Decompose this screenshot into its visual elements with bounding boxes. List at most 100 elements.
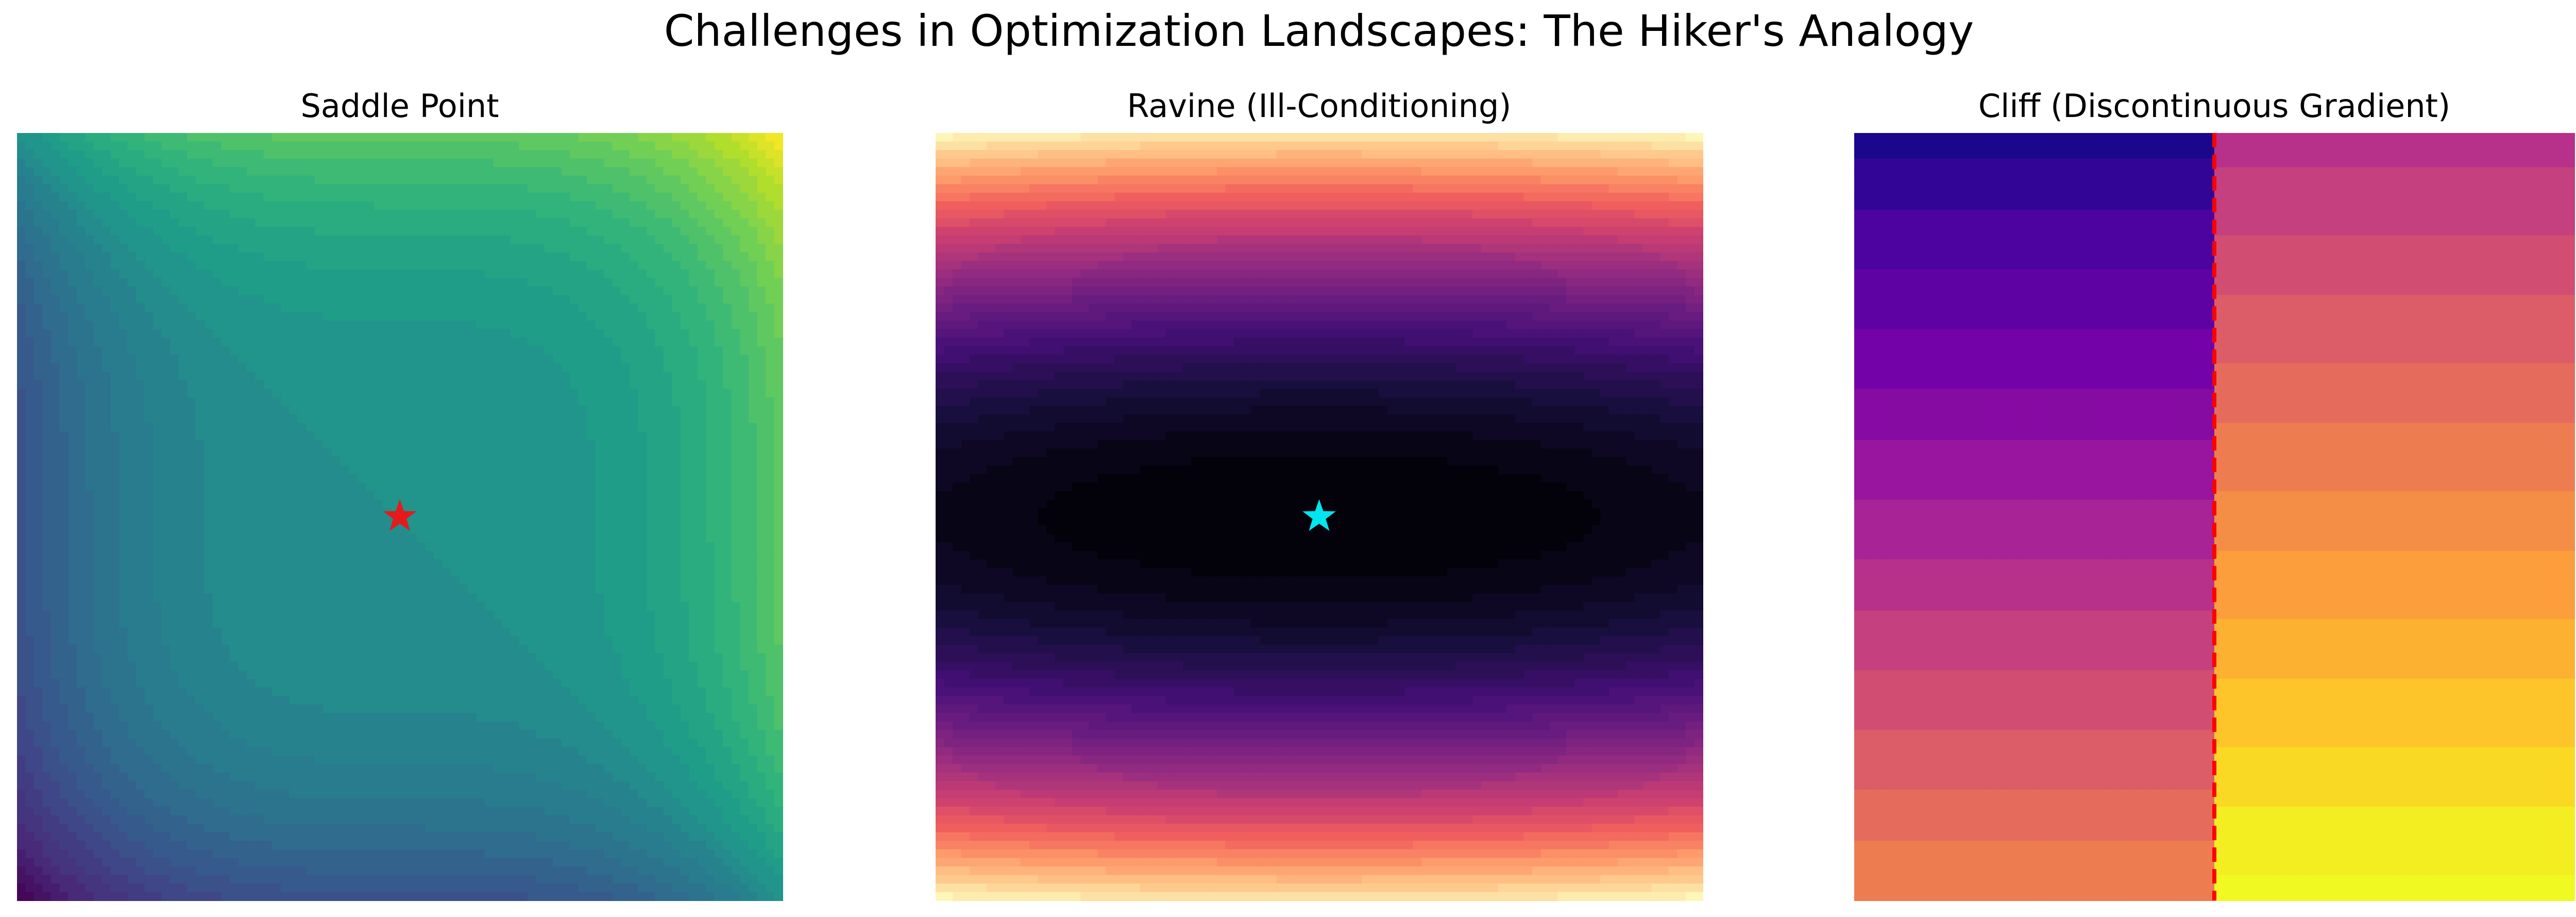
contour-cell (51, 150, 60, 159)
contour-cell (26, 739, 35, 748)
contour-cell (26, 389, 35, 398)
contour-cell (17, 508, 26, 518)
contour-cell (34, 687, 43, 696)
contour-cell (77, 696, 86, 705)
contour-cell (128, 142, 137, 151)
contour-cell (119, 841, 128, 850)
contour-cell (51, 517, 60, 526)
contour-cell (94, 457, 103, 466)
contour-cell (102, 883, 111, 893)
contour-cell (26, 227, 35, 236)
contour-cell (102, 201, 111, 210)
contour-cell (128, 824, 137, 833)
contour-cell (68, 236, 77, 245)
contour-cell (17, 218, 26, 227)
contour-cell (136, 278, 145, 287)
contour-cell (85, 824, 94, 833)
contour-cell (17, 670, 26, 679)
contour-cell (94, 807, 103, 816)
contour-cell (17, 722, 26, 731)
contour-cell (94, 304, 103, 313)
contour-cell (111, 218, 120, 227)
contour-cell (85, 687, 94, 696)
contour-cell (119, 653, 128, 662)
contour-cell (60, 372, 69, 381)
contour-cell (119, 611, 128, 620)
contour-cell (119, 798, 128, 808)
contour-cell (136, 670, 145, 679)
contour-cell (34, 227, 43, 236)
contour-cell (68, 602, 77, 611)
contour-cell (68, 278, 77, 287)
contour-cell (77, 457, 86, 466)
contour-cell (85, 474, 94, 483)
contour-cell (119, 747, 128, 756)
contour-cell (34, 798, 43, 808)
contour-cell (119, 295, 128, 304)
contour-cell (85, 448, 94, 458)
contour-cell (68, 824, 77, 833)
contour-cell (68, 713, 77, 722)
contour-cell (119, 244, 128, 253)
contour-cell (85, 270, 94, 279)
contour-cell (68, 414, 77, 424)
contour-cell (68, 457, 77, 466)
contour-cell (136, 338, 145, 347)
contour-cell (102, 244, 111, 253)
contour-cell (85, 142, 94, 151)
contour-cell (34, 883, 43, 893)
contour-cell (136, 508, 145, 518)
contour-cell (51, 380, 60, 390)
contour-cell (85, 730, 94, 739)
contour-cell (94, 227, 103, 236)
contour-cell (68, 875, 77, 884)
contour-cell (111, 602, 120, 611)
contour-cell (119, 619, 128, 628)
contour-cell (26, 705, 35, 714)
contour-cell (85, 764, 94, 773)
contour-cell (94, 662, 103, 671)
contour-cell (60, 329, 69, 339)
contour-cell (43, 730, 52, 739)
contour-cell (26, 781, 35, 790)
contour-cell (77, 670, 86, 679)
contour-cell (111, 705, 120, 714)
contour-cell (128, 236, 137, 245)
contour-cell (102, 448, 111, 458)
contour-cell (102, 295, 111, 304)
contour-cell (136, 253, 145, 262)
contour-cell (111, 397, 120, 407)
contour-cell (34, 764, 43, 773)
contour-cell (51, 875, 60, 884)
contour-cell (102, 602, 111, 611)
contour-cell (43, 193, 52, 202)
contour-cell (102, 866, 111, 876)
contour-cell (51, 722, 60, 731)
contour-cell (17, 747, 26, 756)
contour-cell (68, 662, 77, 671)
contour-cell (102, 815, 111, 825)
contour-cell (17, 159, 26, 168)
contour-cell (128, 866, 137, 876)
contour-cell (94, 431, 103, 441)
contour-cell (94, 517, 103, 526)
contour-cell (77, 517, 86, 526)
contour-cell (94, 491, 103, 501)
contour-cell (60, 739, 69, 748)
contour-cell (34, 363, 43, 373)
contour-cell (17, 807, 26, 816)
contour-cell (60, 448, 69, 458)
contour-cell (34, 440, 43, 449)
contour-cell (128, 278, 137, 287)
contour-cell (60, 406, 69, 415)
contour-cell (34, 832, 43, 842)
contour-cell (85, 406, 94, 415)
contour-cell (34, 662, 43, 671)
contour-cell (17, 184, 26, 193)
contour-cell (111, 312, 120, 321)
contour-cell (85, 440, 94, 449)
contour-cell (26, 372, 35, 381)
contour-cell (43, 645, 52, 654)
contour-cell (136, 295, 145, 304)
contour-cell (17, 559, 26, 569)
